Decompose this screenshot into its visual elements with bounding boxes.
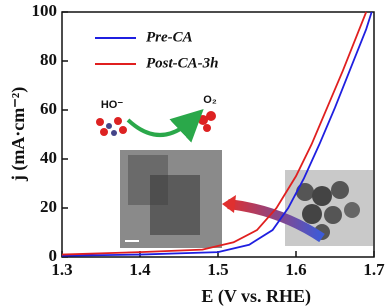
y-tick-label: 100	[32, 1, 58, 20]
x-tick-label: 1.4	[129, 260, 151, 279]
reaction-arrow	[128, 120, 192, 135]
y-axis-title: j (mA·cm⁻²)	[8, 87, 29, 182]
x-axis-title: E (V vs. RHE)	[201, 286, 311, 307]
arrow-head	[222, 195, 236, 213]
y-tick-label: 80	[40, 50, 57, 69]
y-tick-label: 60	[40, 99, 57, 118]
legend-label: Pre-CA	[146, 29, 193, 45]
chart: HO⁻ O₂ E (V vs. RHE) j (mA·cm⁻²) 0204060…	[0, 0, 388, 308]
x-tick-label: 1.7	[363, 260, 385, 279]
x-tick-label: 1.5	[207, 260, 228, 279]
x-tick-label: 1.6	[285, 260, 306, 279]
molecules	[96, 111, 216, 136]
legend-label: Post-CA-3h	[146, 55, 219, 71]
tem-image-right	[285, 170, 373, 246]
tem-image-left	[120, 150, 222, 248]
annotation: O₂	[203, 94, 217, 106]
y-tick-label: 20	[40, 197, 57, 216]
x-tick-label: 1.3	[51, 260, 72, 279]
annotation: HO⁻	[101, 99, 124, 111]
y-tick-label: 40	[40, 148, 57, 167]
